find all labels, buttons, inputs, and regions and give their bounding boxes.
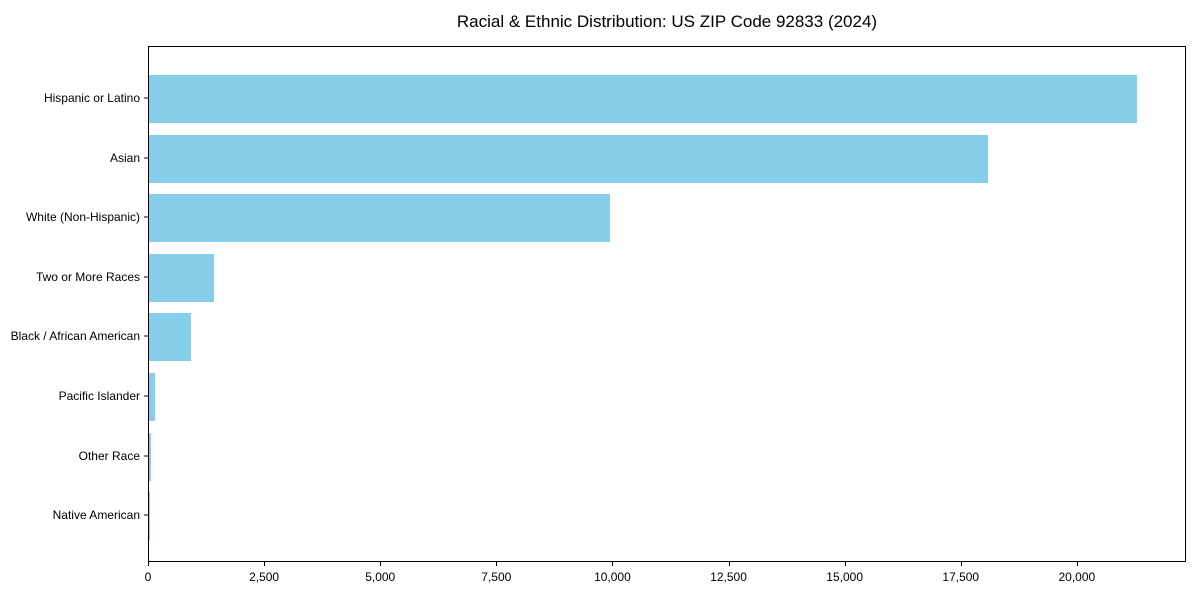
y-tick-label: White (Non-Hispanic) bbox=[25, 210, 140, 225]
y-tick-mark bbox=[144, 216, 148, 218]
y-tick-mark bbox=[144, 157, 148, 159]
x-tick-label: 7,500 bbox=[481, 570, 512, 584]
bar-pacific-islander bbox=[149, 373, 156, 421]
x-tick-mark bbox=[380, 562, 382, 566]
y-tick-label: Other Race bbox=[78, 448, 140, 463]
y-tick-mark bbox=[144, 395, 148, 397]
x-tick-label: 15,000 bbox=[826, 570, 863, 584]
y-tick-mark bbox=[144, 514, 148, 516]
x-tick-mark bbox=[264, 562, 266, 566]
y-tick-mark bbox=[144, 335, 148, 337]
y-tick-mark bbox=[144, 276, 148, 278]
bar-other-race bbox=[149, 432, 152, 481]
x-tick-label: 0 bbox=[144, 570, 152, 584]
x-tick-label: 2,500 bbox=[249, 570, 280, 584]
chart-title: Racial & Ethnic Distribution: US ZIP Cod… bbox=[456, 12, 878, 31]
x-tick-mark bbox=[496, 562, 498, 566]
y-tick-label: Pacific Islander bbox=[58, 389, 140, 403]
x-tick-mark bbox=[612, 562, 614, 566]
y-tick-label: Native American bbox=[52, 508, 140, 523]
x-tick-mark bbox=[960, 562, 962, 566]
bar-white-non-hispanic bbox=[149, 194, 610, 243]
x-tick-label: 17,500 bbox=[942, 570, 980, 584]
y-tick-mark bbox=[144, 97, 148, 99]
x-tick-mark bbox=[1076, 562, 1078, 566]
x-tick-mark bbox=[728, 562, 730, 566]
y-tick-label: Two or More Races bbox=[35, 269, 140, 284]
x-tick-label: 12,500 bbox=[710, 570, 747, 584]
x-tick-label: 10,000 bbox=[594, 570, 631, 584]
bar-asian bbox=[149, 134, 989, 183]
y-tick-label: Hispanic or Latino bbox=[43, 91, 140, 105]
x-tick-label: 5,000 bbox=[365, 570, 396, 584]
plot-area bbox=[148, 46, 1186, 562]
x-tick-mark bbox=[148, 562, 149, 566]
y-tick-mark bbox=[144, 455, 148, 457]
y-tick-label: Black / African American bbox=[10, 329, 140, 344]
bar-black-african-american bbox=[149, 313, 191, 362]
bar-hispanic-or-latino bbox=[149, 75, 1138, 123]
x-tick-label: 20,000 bbox=[1058, 570, 1096, 584]
bar-native-american bbox=[149, 492, 150, 541]
x-tick-mark bbox=[844, 562, 846, 566]
y-tick-label: Asian bbox=[109, 150, 140, 165]
bar-two-or-more-races bbox=[149, 253, 214, 302]
bars-layer bbox=[149, 47, 1185, 561]
